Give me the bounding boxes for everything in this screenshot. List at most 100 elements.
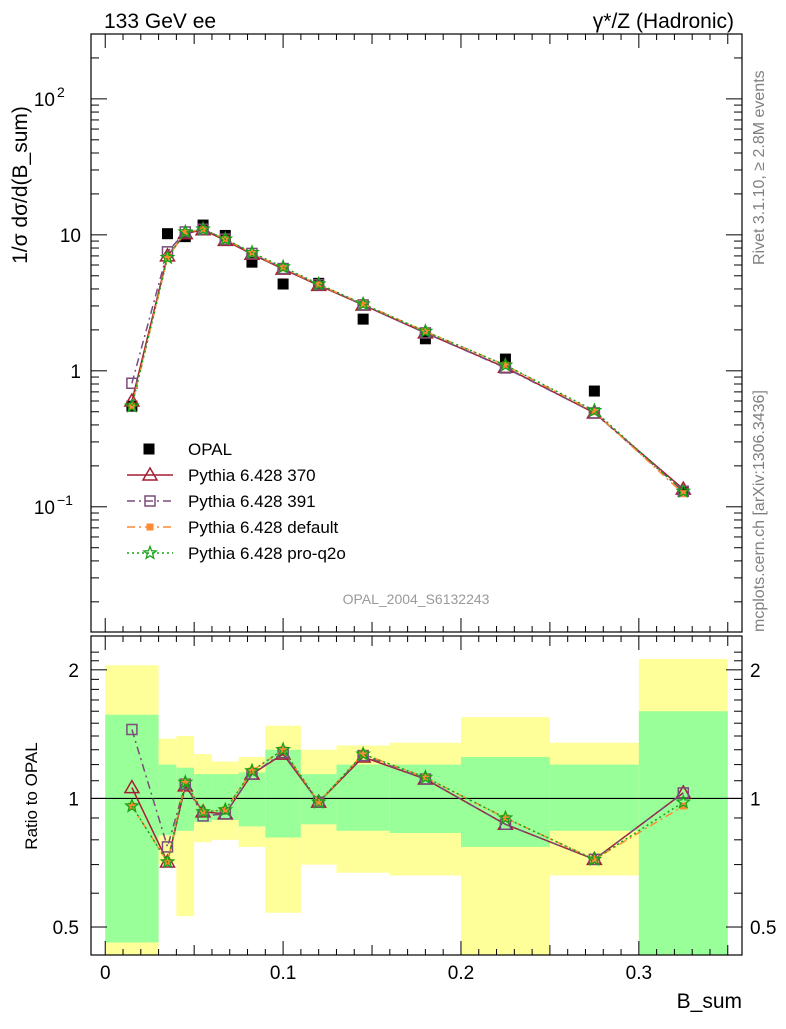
series-marker-4 (417, 323, 434, 339)
legend-label-4: Pythia 6.428 pro-q2o (188, 544, 346, 563)
ratio-frame (90, 635, 743, 956)
series-marker-4 (355, 295, 371, 311)
ratio-marker-2 (501, 814, 509, 822)
ratio-marker-3 (497, 809, 514, 825)
y-tick-label: 1 (70, 362, 81, 383)
legend-marker-2 (144, 495, 156, 507)
legend: OPAL Pythia 6.428 370 Pythia 6.428 391 Pyth… (127, 440, 346, 563)
ratio-marker-3 (159, 853, 176, 869)
data-point-opal (357, 313, 369, 325)
series-marker-3 (279, 264, 287, 272)
series-marker-4 (177, 223, 194, 239)
ratio-marker-3 (275, 741, 292, 757)
ratio-marker-3 (586, 851, 603, 867)
rivet-version-label: Rivet 3.1.10, ≥ 2.8M events (751, 70, 768, 265)
ratio-band-inner (638, 711, 728, 955)
series-marker-4 (497, 356, 514, 372)
series-marker-3 (163, 254, 171, 262)
series-marker-2 (588, 407, 601, 419)
series-marker-3 (128, 402, 136, 410)
y-tick-label-exponent: −1 (57, 492, 73, 508)
series-marker-3 (359, 300, 367, 308)
x-tick-label: 0.1 (270, 963, 296, 984)
ratio-y-axis-title: Ratio to OPAL (22, 742, 41, 849)
ratio-marker-3 (124, 797, 140, 813)
ratio-marker-3 (417, 769, 434, 785)
series-marker-3 (501, 361, 509, 369)
data-point-opal (161, 228, 173, 240)
ratio-marker-2 (590, 855, 598, 863)
ratio-band-inner (158, 764, 177, 836)
series-marker-4 (159, 249, 176, 265)
ratio-y-tick-label: 2 (68, 661, 79, 682)
analysis-id-label: OPAL_2004_S6132243 (343, 591, 490, 607)
main-frame (90, 33, 743, 633)
series-marker-4 (217, 230, 234, 246)
ratio-marker-1 (357, 749, 369, 762)
series-marker-4 (275, 258, 292, 274)
ratio-y-tick-label: 1 (68, 789, 79, 810)
ratio-marker-2 (421, 773, 429, 781)
series-marker-2 (246, 247, 258, 260)
data-point-opal (246, 256, 258, 268)
ratio-marker-0 (123, 779, 141, 794)
data-point-opal (419, 333, 431, 345)
ratio-panel: 0 0.1 0.2 0.3 0.5 0.5 1 1 2 2 (53, 635, 776, 984)
legend-label-1: Pythia 6.428 370 (188, 466, 316, 485)
ratio-y-tick-label: 0.5 (53, 918, 79, 939)
series-marker-3 (590, 408, 598, 416)
legend-label-3: Pythia 6.428 default (188, 518, 339, 537)
x-axis-title: B_sum (677, 990, 742, 1013)
y-tick-label: 10 (34, 90, 55, 111)
header-left-label: 133 GeV ee (104, 10, 216, 33)
series-marker-3 (181, 229, 189, 237)
ratio-band-inner (265, 749, 301, 838)
legend-label-2: Pythia 6.428 391 (188, 492, 316, 511)
ratio-band-inner (238, 772, 266, 827)
ratio-marker-3 (244, 762, 260, 778)
ratio-marker-2 (221, 806, 229, 814)
legend-marker-opal (143, 443, 155, 455)
ratio-marker-2 (181, 778, 189, 786)
x-tick-label: 0.2 (448, 963, 474, 984)
series-marker-4 (244, 244, 260, 260)
series-marker-4 (586, 402, 603, 418)
ratio-marker-2 (199, 808, 207, 816)
legend-marker-1 (141, 466, 159, 481)
ratio-marker-3 (310, 793, 327, 809)
main-y-axis-title: 1/σ dσ/d(B_sum) (9, 106, 32, 264)
ratio-marker-1 (126, 723, 138, 736)
ratio-marker-2 (359, 750, 367, 758)
ratio-band-inner (549, 764, 639, 831)
series-marker-4 (310, 275, 327, 291)
ratio-y-tick-label-right: 2 (750, 661, 761, 682)
ratio-marker-2 (679, 802, 687, 810)
ratio-marker-1 (161, 841, 174, 853)
legend-label-0: OPAL (188, 440, 232, 459)
data-point-opal (197, 219, 209, 231)
ratio-marker-3 (177, 774, 194, 790)
ratio-marker-2 (279, 746, 287, 754)
series-marker-2 (312, 278, 325, 291)
y-tick-label: 10 (60, 226, 81, 247)
data-point-opal (588, 385, 600, 397)
series-marker-4 (195, 220, 211, 236)
ratio-marker-2 (315, 798, 323, 806)
ratio-y-tick-label-right: 0.5 (750, 918, 776, 939)
x-tick-label: 0 (100, 963, 111, 984)
ratio-marker-3 (195, 803, 211, 819)
ratio-marker-1 (677, 787, 690, 799)
series-marker-3 (248, 249, 256, 257)
header-right-label: γ*/Z (Hadronic) (593, 10, 734, 33)
x-tick-label: 0.3 (626, 963, 652, 984)
data-point-opal (277, 278, 289, 290)
ratio-y-tick-label-right: 1 (750, 789, 761, 810)
ratio-marker-3 (675, 793, 692, 809)
series-line-4 (131, 228, 684, 492)
y-tick-label: 10 (34, 498, 55, 519)
ratio-band-inner (460, 757, 550, 847)
legend-marker-3 (146, 523, 154, 531)
